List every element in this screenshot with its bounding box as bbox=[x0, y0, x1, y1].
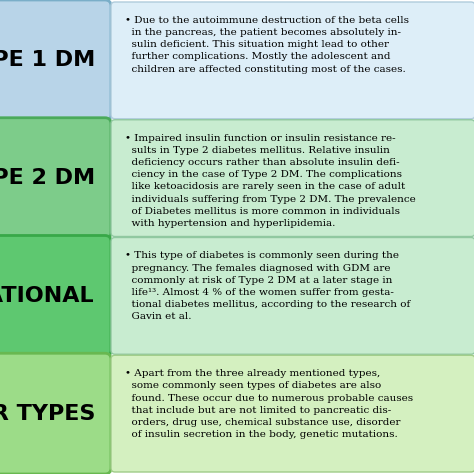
FancyBboxPatch shape bbox=[111, 237, 474, 354]
FancyBboxPatch shape bbox=[0, 353, 111, 474]
FancyBboxPatch shape bbox=[0, 236, 111, 356]
Text: • Impaired insulin function or insulin resistance re-
  sults in Type 2 diabetes: • Impaired insulin function or insulin r… bbox=[125, 134, 416, 228]
FancyBboxPatch shape bbox=[0, 118, 111, 238]
Text: TYPE 1 DM: TYPE 1 DM bbox=[0, 50, 95, 70]
Text: TYPE 2 DM: TYPE 2 DM bbox=[0, 168, 95, 188]
Text: GESTATIONAL: GESTATIONAL bbox=[0, 286, 95, 306]
FancyBboxPatch shape bbox=[111, 355, 474, 472]
Text: • Apart from the three already mentioned types,
  some commonly seen types of di: • Apart from the three already mentioned… bbox=[125, 369, 413, 439]
FancyBboxPatch shape bbox=[111, 2, 474, 119]
Text: • This type of diabetes is commonly seen during the
  pregnancy. The females dia: • This type of diabetes is commonly seen… bbox=[125, 252, 410, 321]
Text: • Due to the autoimmune destruction of the beta cells
  in the pancreas, the pat: • Due to the autoimmune destruction of t… bbox=[125, 16, 409, 73]
FancyBboxPatch shape bbox=[111, 120, 474, 237]
Text: OTHER TYPES: OTHER TYPES bbox=[0, 404, 95, 424]
FancyBboxPatch shape bbox=[0, 0, 111, 121]
